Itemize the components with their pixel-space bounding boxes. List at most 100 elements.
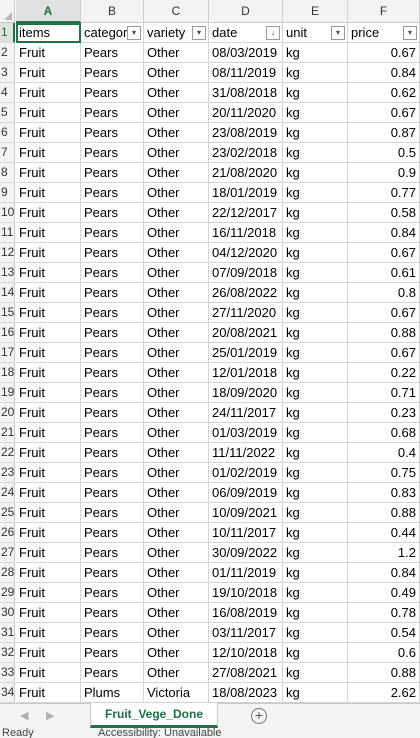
cell-items[interactable]: Fruit <box>16 683 81 703</box>
cell-unit[interactable]: kg <box>283 143 348 163</box>
row-header[interactable]: 16 <box>0 323 15 343</box>
cell-variety[interactable]: Other <box>144 623 209 643</box>
cell-category[interactable]: Pears <box>81 663 144 683</box>
cell-unit[interactable]: kg <box>283 163 348 183</box>
cell-unit[interactable]: kg <box>283 583 348 603</box>
row-header[interactable]: 19 <box>0 383 15 403</box>
prev-sheet-arrow-icon[interactable]: ◀ <box>20 710 29 722</box>
cell-price[interactable]: 0.49 <box>348 583 420 603</box>
cell-variety[interactable]: Other <box>144 423 209 443</box>
row-header[interactable]: 20 <box>0 403 15 423</box>
cell-date[interactable]: 10/11/2017 <box>209 523 283 543</box>
cell-items[interactable]: Fruit <box>16 543 81 563</box>
cell-unit[interactable]: kg <box>283 83 348 103</box>
cell-unit[interactable]: kg <box>283 223 348 243</box>
cell-variety[interactable]: Other <box>144 303 209 323</box>
cell-items[interactable]: Fruit <box>16 323 81 343</box>
cell-date[interactable]: 27/11/2020 <box>209 303 283 323</box>
cell-date[interactable]: 18/08/2023 <box>209 683 283 703</box>
cell-category[interactable]: Pears <box>81 443 144 463</box>
cell-items[interactable]: Fruit <box>16 223 81 243</box>
cell-price[interactable]: 0.61 <box>348 263 420 283</box>
column-header-e[interactable]: E <box>283 0 348 23</box>
cell-date[interactable]: 16/11/2018 <box>209 223 283 243</box>
row-header[interactable]: 2 <box>0 43 15 63</box>
row-header[interactable]: 31 <box>0 623 15 643</box>
row-header[interactable]: 25 <box>0 503 15 523</box>
cell-items[interactable]: Fruit <box>16 283 81 303</box>
cell-variety[interactable]: Other <box>144 663 209 683</box>
cell-price[interactable]: 0.88 <box>348 663 420 683</box>
cell-items[interactable]: Fruit <box>16 563 81 583</box>
cell-items[interactable]: Fruit <box>16 643 81 663</box>
cell-variety[interactable]: Other <box>144 463 209 483</box>
cell-items[interactable]: Fruit <box>16 83 81 103</box>
cell-unit[interactable]: kg <box>283 263 348 283</box>
cell-variety[interactable]: Other <box>144 323 209 343</box>
row-header[interactable]: 23 <box>0 463 15 483</box>
cell-unit[interactable]: kg <box>283 443 348 463</box>
row-header[interactable]: 34 <box>0 683 15 703</box>
cell-items[interactable]: Fruit <box>16 143 81 163</box>
row-header[interactable]: 5 <box>0 103 15 123</box>
cell-variety[interactable]: Other <box>144 483 209 503</box>
cell-unit[interactable]: kg <box>283 423 348 443</box>
column-header-a[interactable]: A <box>16 0 81 23</box>
cell-date[interactable]: 25/01/2019 <box>209 343 283 363</box>
cell-items[interactable]: Fruit <box>16 43 81 63</box>
cell-items[interactable]: Fruit <box>16 443 81 463</box>
cell-price[interactable]: 0.88 <box>348 503 420 523</box>
cell-items[interactable]: Fruit <box>16 123 81 143</box>
cell-unit[interactable]: kg <box>283 103 348 123</box>
cell-items[interactable]: Fruit <box>16 183 81 203</box>
cell-date[interactable]: 21/08/2020 <box>209 163 283 183</box>
cell-variety[interactable]: Other <box>144 203 209 223</box>
cell-date[interactable]: 16/08/2019 <box>209 603 283 623</box>
cell-category[interactable]: Pears <box>81 83 144 103</box>
cell-date[interactable]: 23/08/2019 <box>209 123 283 143</box>
column-header-d[interactable]: D <box>209 0 283 23</box>
row-header[interactable]: 32 <box>0 643 15 663</box>
cell-date[interactable]: 23/02/2018 <box>209 143 283 163</box>
row-header[interactable]: 21 <box>0 423 15 443</box>
header-cell-price[interactable]: price <box>348 23 420 43</box>
cell-variety[interactable]: Other <box>144 183 209 203</box>
cell-unit[interactable]: kg <box>283 643 348 663</box>
cell-unit[interactable]: kg <box>283 303 348 323</box>
cell-unit[interactable]: kg <box>283 203 348 223</box>
cell-date[interactable]: 19/10/2018 <box>209 583 283 603</box>
cell-category[interactable]: Pears <box>81 603 144 623</box>
cell-items[interactable]: Fruit <box>16 423 81 443</box>
cell-items[interactable]: Fruit <box>16 243 81 263</box>
cell-variety[interactable]: Other <box>144 583 209 603</box>
cell-unit[interactable]: kg <box>283 323 348 343</box>
cell-price[interactable]: 0.84 <box>348 63 420 83</box>
cell-variety[interactable]: Other <box>144 443 209 463</box>
cell-category[interactable]: Plums <box>81 683 144 703</box>
cell-price[interactable]: 0.83 <box>348 483 420 503</box>
cell-date[interactable]: 08/11/2019 <box>209 63 283 83</box>
cell-category[interactable]: Pears <box>81 183 144 203</box>
cell-unit[interactable]: kg <box>283 43 348 63</box>
cell-price[interactable]: 0.67 <box>348 43 420 63</box>
cell-variety[interactable]: Victoria <box>144 683 209 703</box>
cell-date[interactable]: 10/09/2021 <box>209 503 283 523</box>
cell-price[interactable]: 0.5 <box>348 143 420 163</box>
cell-date[interactable]: 01/02/2019 <box>209 463 283 483</box>
cell-date[interactable]: 04/12/2020 <box>209 243 283 263</box>
cell-items[interactable]: Fruit <box>16 583 81 603</box>
cell-items[interactable]: Fruit <box>16 503 81 523</box>
cell-price[interactable]: 1.2 <box>348 543 420 563</box>
cell-price[interactable]: 0.67 <box>348 303 420 323</box>
cell-unit[interactable]: kg <box>283 603 348 623</box>
cell-price[interactable]: 0.78 <box>348 603 420 623</box>
cell-items[interactable]: Fruit <box>16 383 81 403</box>
cell-unit[interactable]: kg <box>283 363 348 383</box>
cell-date[interactable]: 03/11/2017 <box>209 623 283 643</box>
cell-variety[interactable]: Other <box>144 523 209 543</box>
cell-date[interactable]: 07/09/2018 <box>209 263 283 283</box>
cell-date[interactable]: 27/08/2021 <box>209 663 283 683</box>
column-header-c[interactable]: C <box>144 0 209 23</box>
cell-items[interactable]: Fruit <box>16 103 81 123</box>
cell-category[interactable]: Pears <box>81 143 144 163</box>
